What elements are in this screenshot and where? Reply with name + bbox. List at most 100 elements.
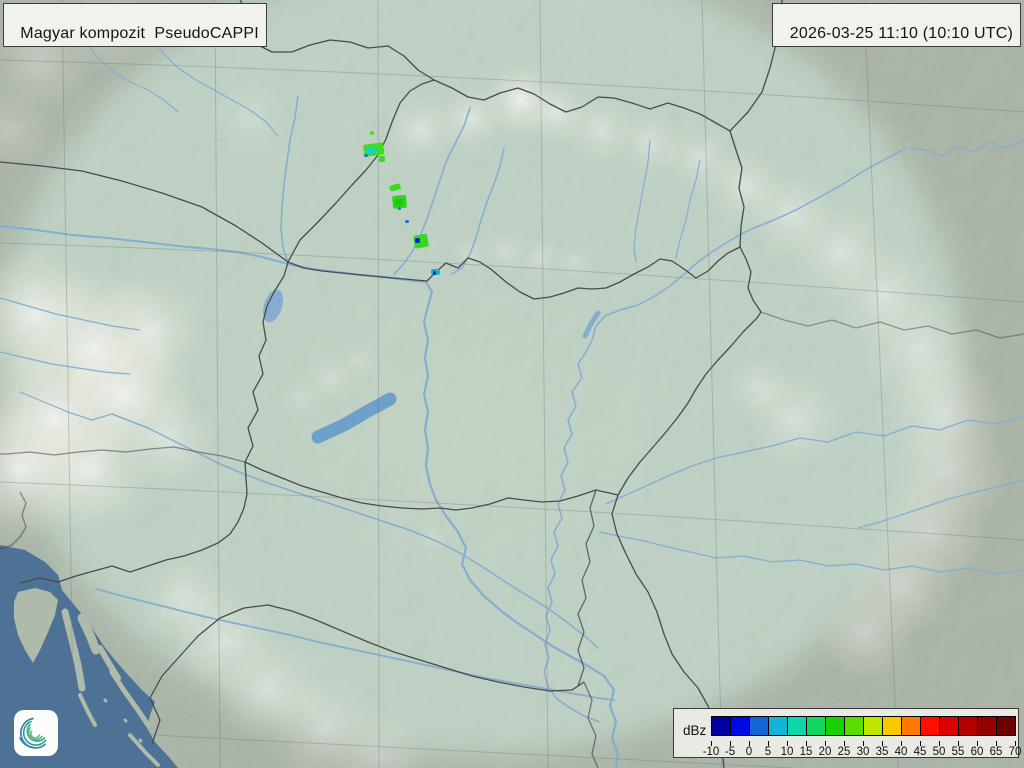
colorbar-tick [958, 741, 959, 746]
colorbar-swatch [996, 716, 1016, 736]
timestamp-box: 2026-03-25 11:10 (10:10 UTC) [772, 3, 1021, 47]
radar-echo [413, 233, 429, 249]
colorbar-swatch [958, 716, 978, 736]
colorbar-tick-label: 5 [764, 746, 772, 758]
colorbar-tick-label: -10 [702, 746, 720, 758]
border-si-at [0, 446, 246, 463]
slana-river [633, 139, 651, 263]
colorbar-swatch [882, 716, 902, 736]
hernad-river [675, 159, 701, 259]
colorbar-swatch [844, 716, 864, 736]
colorbar-tick [787, 741, 788, 746]
colorbar-tick-label: 25 [837, 746, 851, 758]
product-title-box: Magyar kompozit PseudoCAPPI [3, 3, 267, 47]
colorbar-swatch [901, 716, 921, 736]
colorbar-tick-label: 45 [913, 746, 927, 758]
radar-echo [415, 238, 420, 243]
danube-river [286, 262, 620, 768]
border-ro-ua [760, 311, 1024, 339]
colorbar-tick-label: 40 [894, 746, 908, 758]
border-cz-at [0, 161, 289, 263]
drava-river [147, 427, 599, 649]
colorbar-swatch [939, 716, 959, 736]
sava-river [95, 588, 615, 701]
colorbar-legend: dBz -10 -5 0 5 10 15 20 25 30 35 40 45 50 55 60 65 70 [673, 708, 1021, 758]
colorbar-tick-label: 60 [970, 746, 984, 758]
radar-echo [398, 207, 401, 210]
olt-river [857, 479, 1024, 529]
colorbar-swatch [749, 716, 769, 736]
istria-peninsula [14, 588, 58, 663]
colorbar-swatch [787, 716, 807, 736]
colorbar-tick-label: 55 [951, 746, 965, 758]
colorbar-swatch [806, 716, 826, 736]
colorbar-swatch [711, 716, 731, 736]
colorbar-tick [825, 741, 826, 746]
colorbar-tick-label: 20 [818, 746, 832, 758]
colorbar-swatch [920, 716, 940, 736]
mura-river [111, 413, 149, 429]
radar-echo [366, 146, 377, 155]
radar-echo [379, 156, 385, 162]
colorbar-tick [749, 741, 750, 746]
border-hu-sk [287, 246, 741, 300]
lake-tisza [582, 310, 601, 339]
meridian-line [214, 0, 221, 768]
product-title: Magyar kompozit PseudoCAPPI [20, 25, 259, 42]
radar-echoes-layer [363, 131, 440, 275]
adriatic-islands [61, 608, 160, 767]
colorbar-tick-label: 15 [799, 746, 813, 758]
maros-river [599, 531, 1024, 575]
parallel-line [0, 726, 801, 768]
radar-echo [364, 154, 368, 157]
colorbar-swatch [863, 716, 883, 736]
meridian-line [539, 0, 549, 768]
lake-neusiedl [262, 289, 284, 323]
border-sk-pl [433, 79, 731, 132]
colorbar-tick [768, 741, 769, 746]
hron-river [451, 147, 505, 275]
colorbar-tick [901, 741, 902, 746]
parallel-line [0, 59, 1024, 113]
colorbar-tick [711, 741, 712, 746]
colorbar-swatch [768, 716, 788, 736]
colorbar-tick-label: 10 [780, 746, 794, 758]
colorbar-tick [1015, 741, 1016, 746]
colorbar-tick-label: 0 [745, 746, 753, 758]
radar-echo [389, 183, 401, 192]
radar-echo [395, 198, 404, 206]
border-hu-ro [617, 246, 762, 496]
border-hu-hr [244, 461, 619, 511]
colorbar-swatch [730, 716, 750, 736]
radar-echo [405, 220, 409, 223]
colorbar-tick-label: 50 [932, 746, 946, 758]
alpine-river-3 [19, 391, 113, 421]
danube-river-upper [0, 225, 289, 265]
colorbar-tick [863, 741, 864, 746]
border-sk-ua [729, 130, 745, 248]
radar-echo [370, 131, 374, 135]
timestamp-label: 2026-03-25 11:10 (10:10 UTC) [789, 25, 1013, 42]
border-hr-ba [149, 604, 585, 745]
border-it-si [0, 491, 27, 550]
border-ba-rs [583, 681, 599, 768]
colorbar-swatch [977, 716, 997, 736]
meridian-line [863, 0, 899, 768]
upper-tisza-river [909, 139, 1024, 157]
colorbar-tick [806, 741, 807, 746]
met-service-logo [14, 710, 58, 756]
koros-river [605, 415, 1024, 505]
vah-river [393, 107, 471, 275]
border-hr-rs [577, 489, 597, 687]
meridian-line [701, 0, 723, 768]
colorbar-tick-label: -5 [724, 746, 736, 758]
colorbar-tick [882, 741, 883, 746]
alpine-river-1 [0, 297, 141, 331]
colorbar-tick-label: 30 [856, 746, 870, 758]
colorbar-tick [996, 741, 997, 746]
